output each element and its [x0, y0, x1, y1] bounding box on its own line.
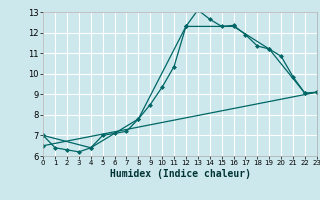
X-axis label: Humidex (Indice chaleur): Humidex (Indice chaleur) [109, 169, 251, 179]
